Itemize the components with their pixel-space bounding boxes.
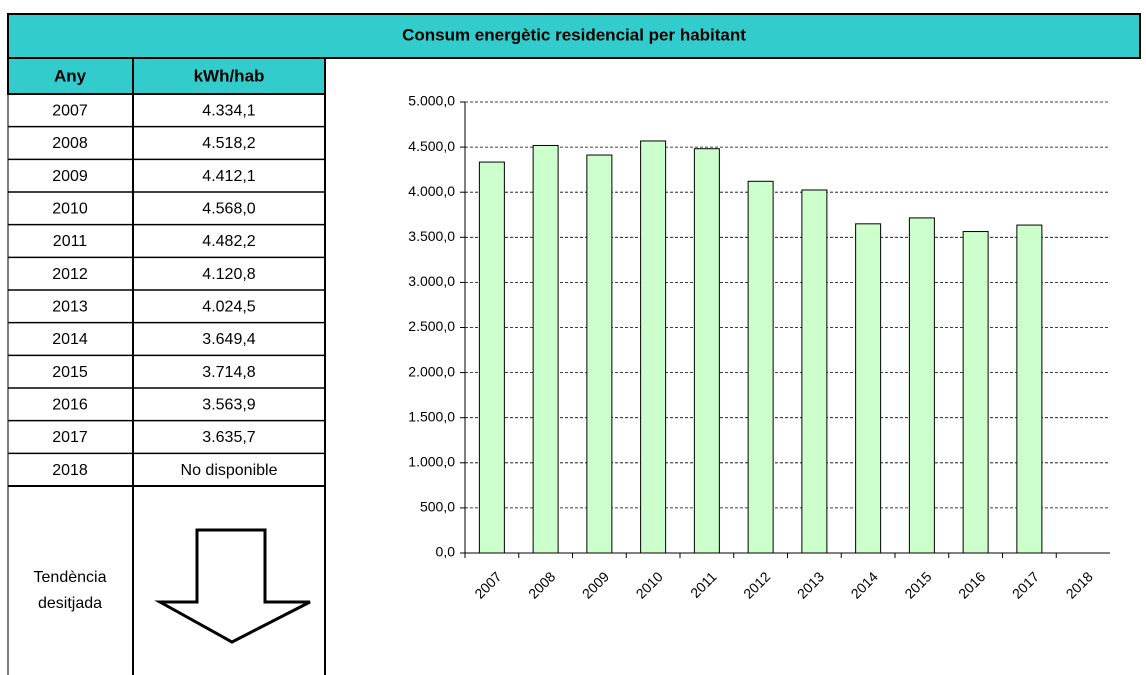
bar (747, 180, 774, 554)
y-tick-label: 500,0 (420, 499, 455, 515)
table-header (7, 57, 326, 95)
x-tick-label: 2017 (1009, 568, 1042, 601)
value-cell: 3.649,4 (202, 331, 255, 348)
title: Consum energètic residencial per habitan… (402, 25, 746, 44)
year-cell: 2008 (52, 135, 88, 152)
year-cell: 2011 (53, 233, 88, 250)
bar (962, 231, 989, 554)
year-cell: 2007 (52, 103, 88, 120)
y-tick-label: 4.500,0 (408, 138, 455, 154)
year-cell: 2018 (52, 462, 88, 479)
value-cell: 4.024,5 (202, 299, 255, 316)
title-bar (7, 13, 1141, 59)
y-tick-label: 2.500,0 (408, 318, 455, 334)
x-tick-label: 2011 (687, 568, 720, 601)
value-cell: 4.412,1 (202, 168, 255, 185)
x-tick-label: 2013 (794, 568, 827, 601)
y-tick-label: 1.000,0 (408, 454, 455, 470)
value-cell: 4.120,8 (202, 266, 255, 283)
value-cell: 3.635,7 (202, 429, 255, 446)
x-tick-label: 2012 (740, 568, 773, 601)
value-cell: 3.563,9 (202, 397, 255, 414)
value-cell: 4.568,0 (202, 201, 255, 218)
y-tick-label: 0,0 (436, 544, 456, 560)
y-tick-label: 3.000,0 (408, 273, 455, 289)
down-arrow (154, 528, 311, 644)
x-tick-label: 2010 (633, 568, 666, 601)
value-cell: 4.482,2 (202, 233, 255, 250)
y-tick-label: 3.500,0 (408, 228, 455, 244)
y-tick-label: 5.000,0 (408, 93, 455, 109)
value-cell: 4.334,1 (202, 103, 255, 120)
value-cell: 3.714,8 (202, 364, 255, 381)
year-cell: 2010 (52, 201, 88, 218)
x-tick-label: 2018 (1063, 568, 1096, 601)
year-cell: 2017 (52, 429, 88, 446)
year-cell: 2015 (52, 364, 88, 381)
year-cell: 2013 (52, 299, 88, 316)
y-tick-label: 1.500,0 (408, 408, 455, 424)
year-cell: 2016 (52, 397, 88, 414)
x-tick-label: 2015 (901, 568, 934, 601)
bar (640, 140, 667, 554)
bar (532, 144, 559, 554)
trend-label: desitjada (38, 595, 102, 612)
y-tick-label: 4.000,0 (408, 183, 455, 199)
bar (586, 154, 613, 554)
value-cell: 4.518,2 (202, 135, 255, 152)
year-cell: 2009 (52, 168, 88, 185)
trend-label: Tendència (34, 569, 107, 586)
bar (693, 148, 720, 554)
bar (908, 217, 935, 554)
year-cell: 2014 (52, 331, 88, 348)
column-header: kWh/hab (194, 66, 265, 85)
bar (855, 223, 882, 554)
bar (801, 189, 828, 554)
year-cell: 2012 (52, 266, 88, 283)
value-cell: No disponible (181, 462, 278, 479)
x-tick-label: 2008 (525, 568, 558, 601)
x-tick-label: 2009 (579, 568, 612, 601)
column-header: Any (54, 66, 87, 85)
bar (1016, 224, 1043, 554)
bar (478, 161, 505, 554)
y-tick-label: 2.000,0 (408, 363, 455, 379)
x-tick-label: 2016 (955, 568, 988, 601)
x-tick-label: 2007 (471, 568, 504, 601)
x-tick-label: 2014 (848, 568, 881, 601)
